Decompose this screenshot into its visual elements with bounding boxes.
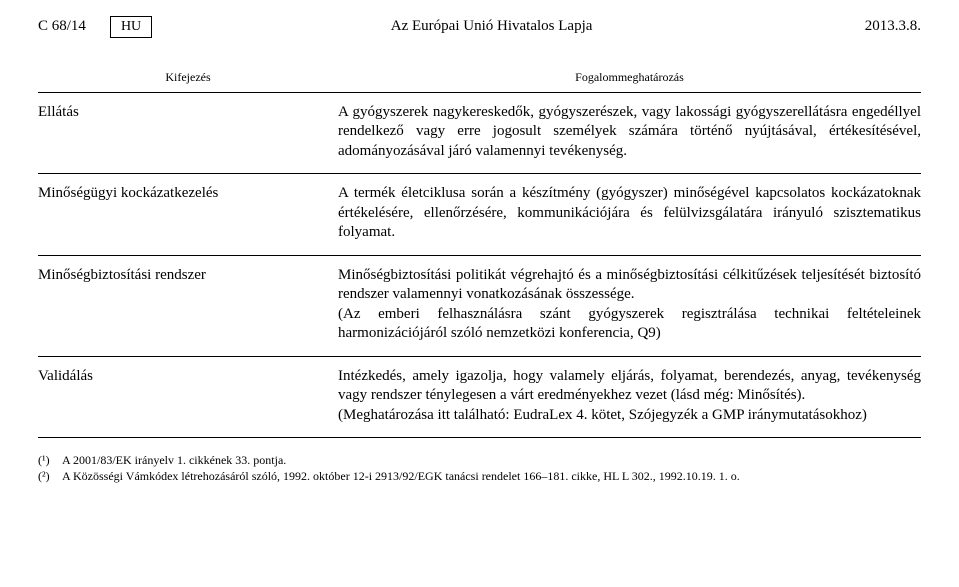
footnote-mark: (²) [38,468,62,484]
footnote-text: A 2001/83/EK irányelv 1. cikkének 33. po… [62,452,921,468]
language-badge: HU [110,16,152,38]
table-row: Minőségbiztosítási rendszer Minőségbizto… [38,256,921,357]
term-cell: Validálás [38,367,338,426]
column-header-definition: Fogalommeghatározás [338,70,921,86]
table-row: Minőségügyi kockázatkezelés A termék éle… [38,174,921,256]
issue-date: 2013.3.8. [831,17,921,37]
term-cell: Minőségügyi kockázatkezelés [38,184,338,243]
definition-cell: Intézkedés, amely igazolja, hogy valamel… [338,367,921,426]
definition-cell: Minőségbiztosítási politikát végrehajtó … [338,266,921,344]
definition-cell: A gyógyszerek nagykereskedők, gyógyszeré… [338,103,921,162]
footnote-mark: (¹) [38,452,62,468]
journal-title: Az Európai Unió Hivatalos Lapja [152,17,831,37]
footnote: (²) A Közösségi Vámkódex létrehozásáról … [38,468,921,484]
footnotes: (¹) A 2001/83/EK irányelv 1. cikkének 33… [38,452,921,484]
table-header-row: Kifejezés Fogalommeghatározás [38,66,921,93]
definitions-table: Kifejezés Fogalommeghatározás Ellátás A … [38,66,921,438]
column-header-term: Kifejezés [38,70,338,86]
footnote-text: A Közösségi Vámkódex létrehozásáról szól… [62,468,921,484]
table-row: Ellátás A gyógyszerek nagykereskedők, gy… [38,93,921,175]
footnote: (¹) A 2001/83/EK irányelv 1. cikkének 33… [38,452,921,468]
page-header: C 68/14 HU Az Európai Unió Hivatalos Lap… [38,16,921,38]
table-row: Validálás Intézkedés, amely igazolja, ho… [38,357,921,439]
term-cell: Ellátás [38,103,338,162]
definition-cell: A termék életciklusa során a készítmény … [338,184,921,243]
term-cell: Minőségbiztosítási rendszer [38,266,338,344]
page-number: C 68/14 [38,17,86,37]
